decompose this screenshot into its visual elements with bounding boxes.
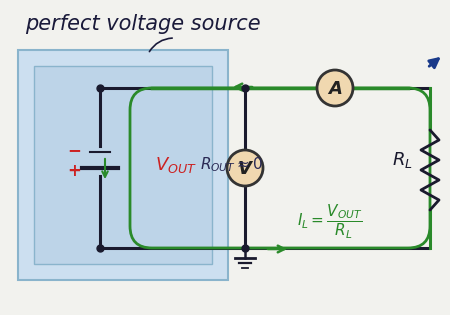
Text: $\mathit{I_L} = \dfrac{\mathit{V_{OUT}}}{\mathit{R_L}}$: $\mathit{I_L} = \dfrac{\mathit{V_{OUT}}}… (297, 203, 363, 241)
Text: $\mathit{V_{OUT}}$: $\mathit{V_{OUT}}$ (155, 155, 197, 175)
Text: +: + (67, 162, 81, 180)
Text: −: − (67, 141, 81, 159)
Text: A: A (328, 80, 342, 98)
Circle shape (317, 70, 353, 106)
Text: V: V (238, 160, 252, 178)
Bar (34, 66, 212, 264)
Text: perfect voltage source: perfect voltage source (25, 14, 261, 34)
Bar (18, 50, 228, 280)
Circle shape (227, 150, 263, 186)
Text: $R_L$: $R_L$ (392, 150, 412, 170)
Text: $\mathit{R_{OUT}}$$\mathit{\approx}$$\mathit{0}$: $\mathit{R_{OUT}}$$\mathit{\approx}$$\ma… (200, 156, 263, 174)
